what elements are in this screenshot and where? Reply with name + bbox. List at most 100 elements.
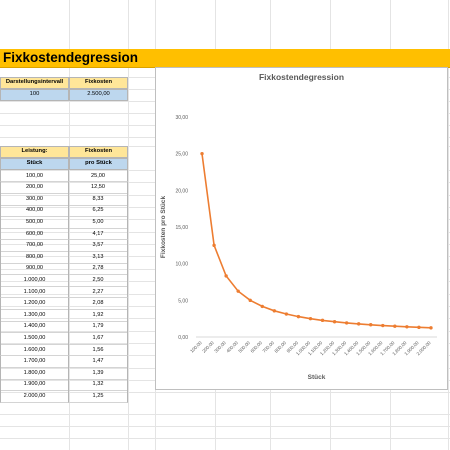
- units-cell[interactable]: 1.800,00: [0, 367, 69, 380]
- data-point: [320, 318, 325, 323]
- data-point: [429, 326, 433, 330]
- table-row: 500,00 5,00: [0, 216, 128, 229]
- units-cell[interactable]: 1.600,00: [0, 344, 69, 357]
- x-tick-label: 600,00: [250, 340, 264, 354]
- cost-per-unit-cell[interactable]: 2,27: [69, 286, 128, 299]
- table-row: 600,00 4,17: [0, 228, 128, 241]
- units-cell[interactable]: 600,00: [0, 228, 69, 241]
- interval-value-cell[interactable]: 100: [0, 89, 69, 101]
- gridline-vertical: [69, 0, 70, 450]
- y-tick-label: 5,00: [178, 298, 188, 304]
- cost-per-unit-cell[interactable]: 12,50: [69, 181, 128, 194]
- cost-per-unit-cell[interactable]: 2,78: [69, 262, 128, 276]
- cost-per-unit-cell[interactable]: 8,33: [69, 193, 128, 206]
- data-point: [308, 316, 313, 321]
- units-subheader-cell[interactable]: Stück: [0, 158, 69, 170]
- units-cell[interactable]: 1.400,00: [0, 320, 69, 334]
- interval-header-cell[interactable]: Darstellungsintervall: [0, 77, 69, 89]
- cost-per-unit-cell[interactable]: 1,79: [69, 320, 128, 334]
- units-cell[interactable]: 900,00: [0, 262, 69, 276]
- units-cell[interactable]: 1.100,00: [0, 286, 69, 299]
- units-cell[interactable]: 800,00: [0, 251, 69, 264]
- cost-per-unit-cell[interactable]: 25,00: [69, 170, 128, 183]
- units-cell[interactable]: 1.300,00: [0, 309, 69, 322]
- cost-per-unit-cell[interactable]: 3,13: [69, 251, 128, 264]
- table-row: 1.300,00 1,92: [0, 309, 128, 322]
- gridline-vertical: [128, 0, 129, 450]
- data-point: [405, 325, 409, 329]
- data-point: [356, 322, 361, 326]
- data-point: [332, 320, 337, 324]
- table-row: 300,00 8,33: [0, 193, 128, 206]
- cost-per-unit-cell[interactable]: 6,25: [69, 204, 128, 218]
- y-tick-label: 10,00: [175, 262, 188, 268]
- data-point: [260, 304, 264, 309]
- table-row: 1.600,00 1,56: [0, 344, 128, 357]
- table-row: 400,00 6,25: [0, 204, 128, 218]
- table-row: 900,00 2,78: [0, 262, 128, 276]
- data-point: [417, 325, 421, 330]
- x-tick-label: 800,00: [274, 340, 288, 354]
- table-row: 200,00 12,50: [0, 181, 128, 194]
- cost-per-unit-cell[interactable]: 1,39: [69, 367, 128, 380]
- cost-per-unit-cell[interactable]: 1,67: [69, 332, 128, 345]
- cost-per-unit-cell[interactable]: 1,25: [69, 390, 128, 403]
- table-row: 1.800,00 1,39: [0, 367, 128, 380]
- x-tick-label: 100,00: [189, 340, 203, 354]
- fixed-costs-value-cell[interactable]: 2.500,00: [69, 89, 128, 101]
- cost-per-unit-cell[interactable]: 3,57: [69, 239, 128, 252]
- line-chart: 0,00 5,00 10,00 15,00 20,00 25,00 30,00 100,002…: [160, 115, 437, 381]
- cost-per-unit-cell[interactable]: 2,08: [69, 297, 128, 310]
- cost-per-unit-cell[interactable]: 1,47: [69, 355, 128, 368]
- table-row: 1.200,00 2,08: [0, 297, 128, 310]
- output-header-cell[interactable]: Leistung:: [0, 146, 69, 158]
- data-point: [381, 323, 385, 328]
- data-point: [393, 324, 397, 328]
- table-row: 2.000,00 1,25: [0, 390, 128, 403]
- x-tick-label: 500,00: [237, 340, 251, 354]
- x-tick-label: 700,00: [262, 340, 276, 354]
- per-unit-subheader-cell[interactable]: pro Stück: [69, 158, 128, 170]
- data-point: [236, 289, 240, 293]
- cost-header-cell[interactable]: Fixkosten: [69, 146, 128, 158]
- chart-title: Fixkostendegression: [258, 72, 345, 82]
- units-cell[interactable]: 1.200,00: [0, 297, 69, 310]
- units-cell[interactable]: 200,00: [0, 181, 69, 194]
- cost-per-unit-cell[interactable]: 1,92: [69, 309, 128, 322]
- table-row: 800,00 3,13: [0, 251, 128, 264]
- series-line: [201, 153, 432, 329]
- cost-per-unit-cell[interactable]: 4,17: [69, 228, 128, 241]
- units-cell[interactable]: 1.500,00: [0, 332, 69, 345]
- gridline-vertical: [448, 0, 449, 450]
- data-point: [272, 309, 277, 313]
- cost-per-unit-cell[interactable]: 2,50: [69, 274, 128, 287]
- data-point: [344, 321, 349, 325]
- units-cell[interactable]: 1.700,00: [0, 355, 69, 368]
- data-point: [369, 323, 373, 327]
- units-cell[interactable]: 300,00: [0, 193, 69, 206]
- table-row: 1.000,00 2,50: [0, 274, 128, 287]
- x-tick-label: 200,00: [201, 340, 215, 354]
- data-point: [248, 298, 252, 303]
- units-cell[interactable]: 100,00: [0, 170, 69, 183]
- table-row: 100,00 25,00: [0, 170, 128, 183]
- x-axis-title: Stück: [308, 374, 326, 381]
- cost-per-unit-cell[interactable]: 1,32: [69, 378, 128, 392]
- y-tick-label: 15,00: [175, 225, 188, 231]
- fixed-costs-header-cell[interactable]: Fixkosten: [69, 77, 128, 89]
- data-table: 100,00 25,00 200,00 12,50 300,00 8,33 400,00 6,…: [0, 170, 128, 403]
- units-cell[interactable]: 400,00: [0, 204, 69, 218]
- units-cell[interactable]: 1.000,00: [0, 274, 69, 287]
- sheet-title[interactable]: Fixkostendegression: [3, 50, 139, 65]
- table-row: 1.700,00 1,47: [0, 355, 128, 368]
- units-cell[interactable]: 700,00: [0, 239, 69, 252]
- units-cell[interactable]: 2.000,00: [0, 390, 69, 403]
- chart-area[interactable]: Fixkostendegression 0,00 5,00 10,00 15,00 20…: [155, 67, 448, 390]
- cost-per-unit-cell[interactable]: 5,00: [69, 216, 128, 229]
- y-tick-label: 30,00: [175, 115, 188, 121]
- cost-per-unit-cell[interactable]: 1,56: [69, 344, 128, 357]
- data-point: [200, 151, 204, 156]
- units-cell[interactable]: 1.900,00: [0, 378, 69, 392]
- units-cell[interactable]: 500,00: [0, 216, 69, 229]
- table-row: 1.100,00 2,27: [0, 286, 128, 299]
